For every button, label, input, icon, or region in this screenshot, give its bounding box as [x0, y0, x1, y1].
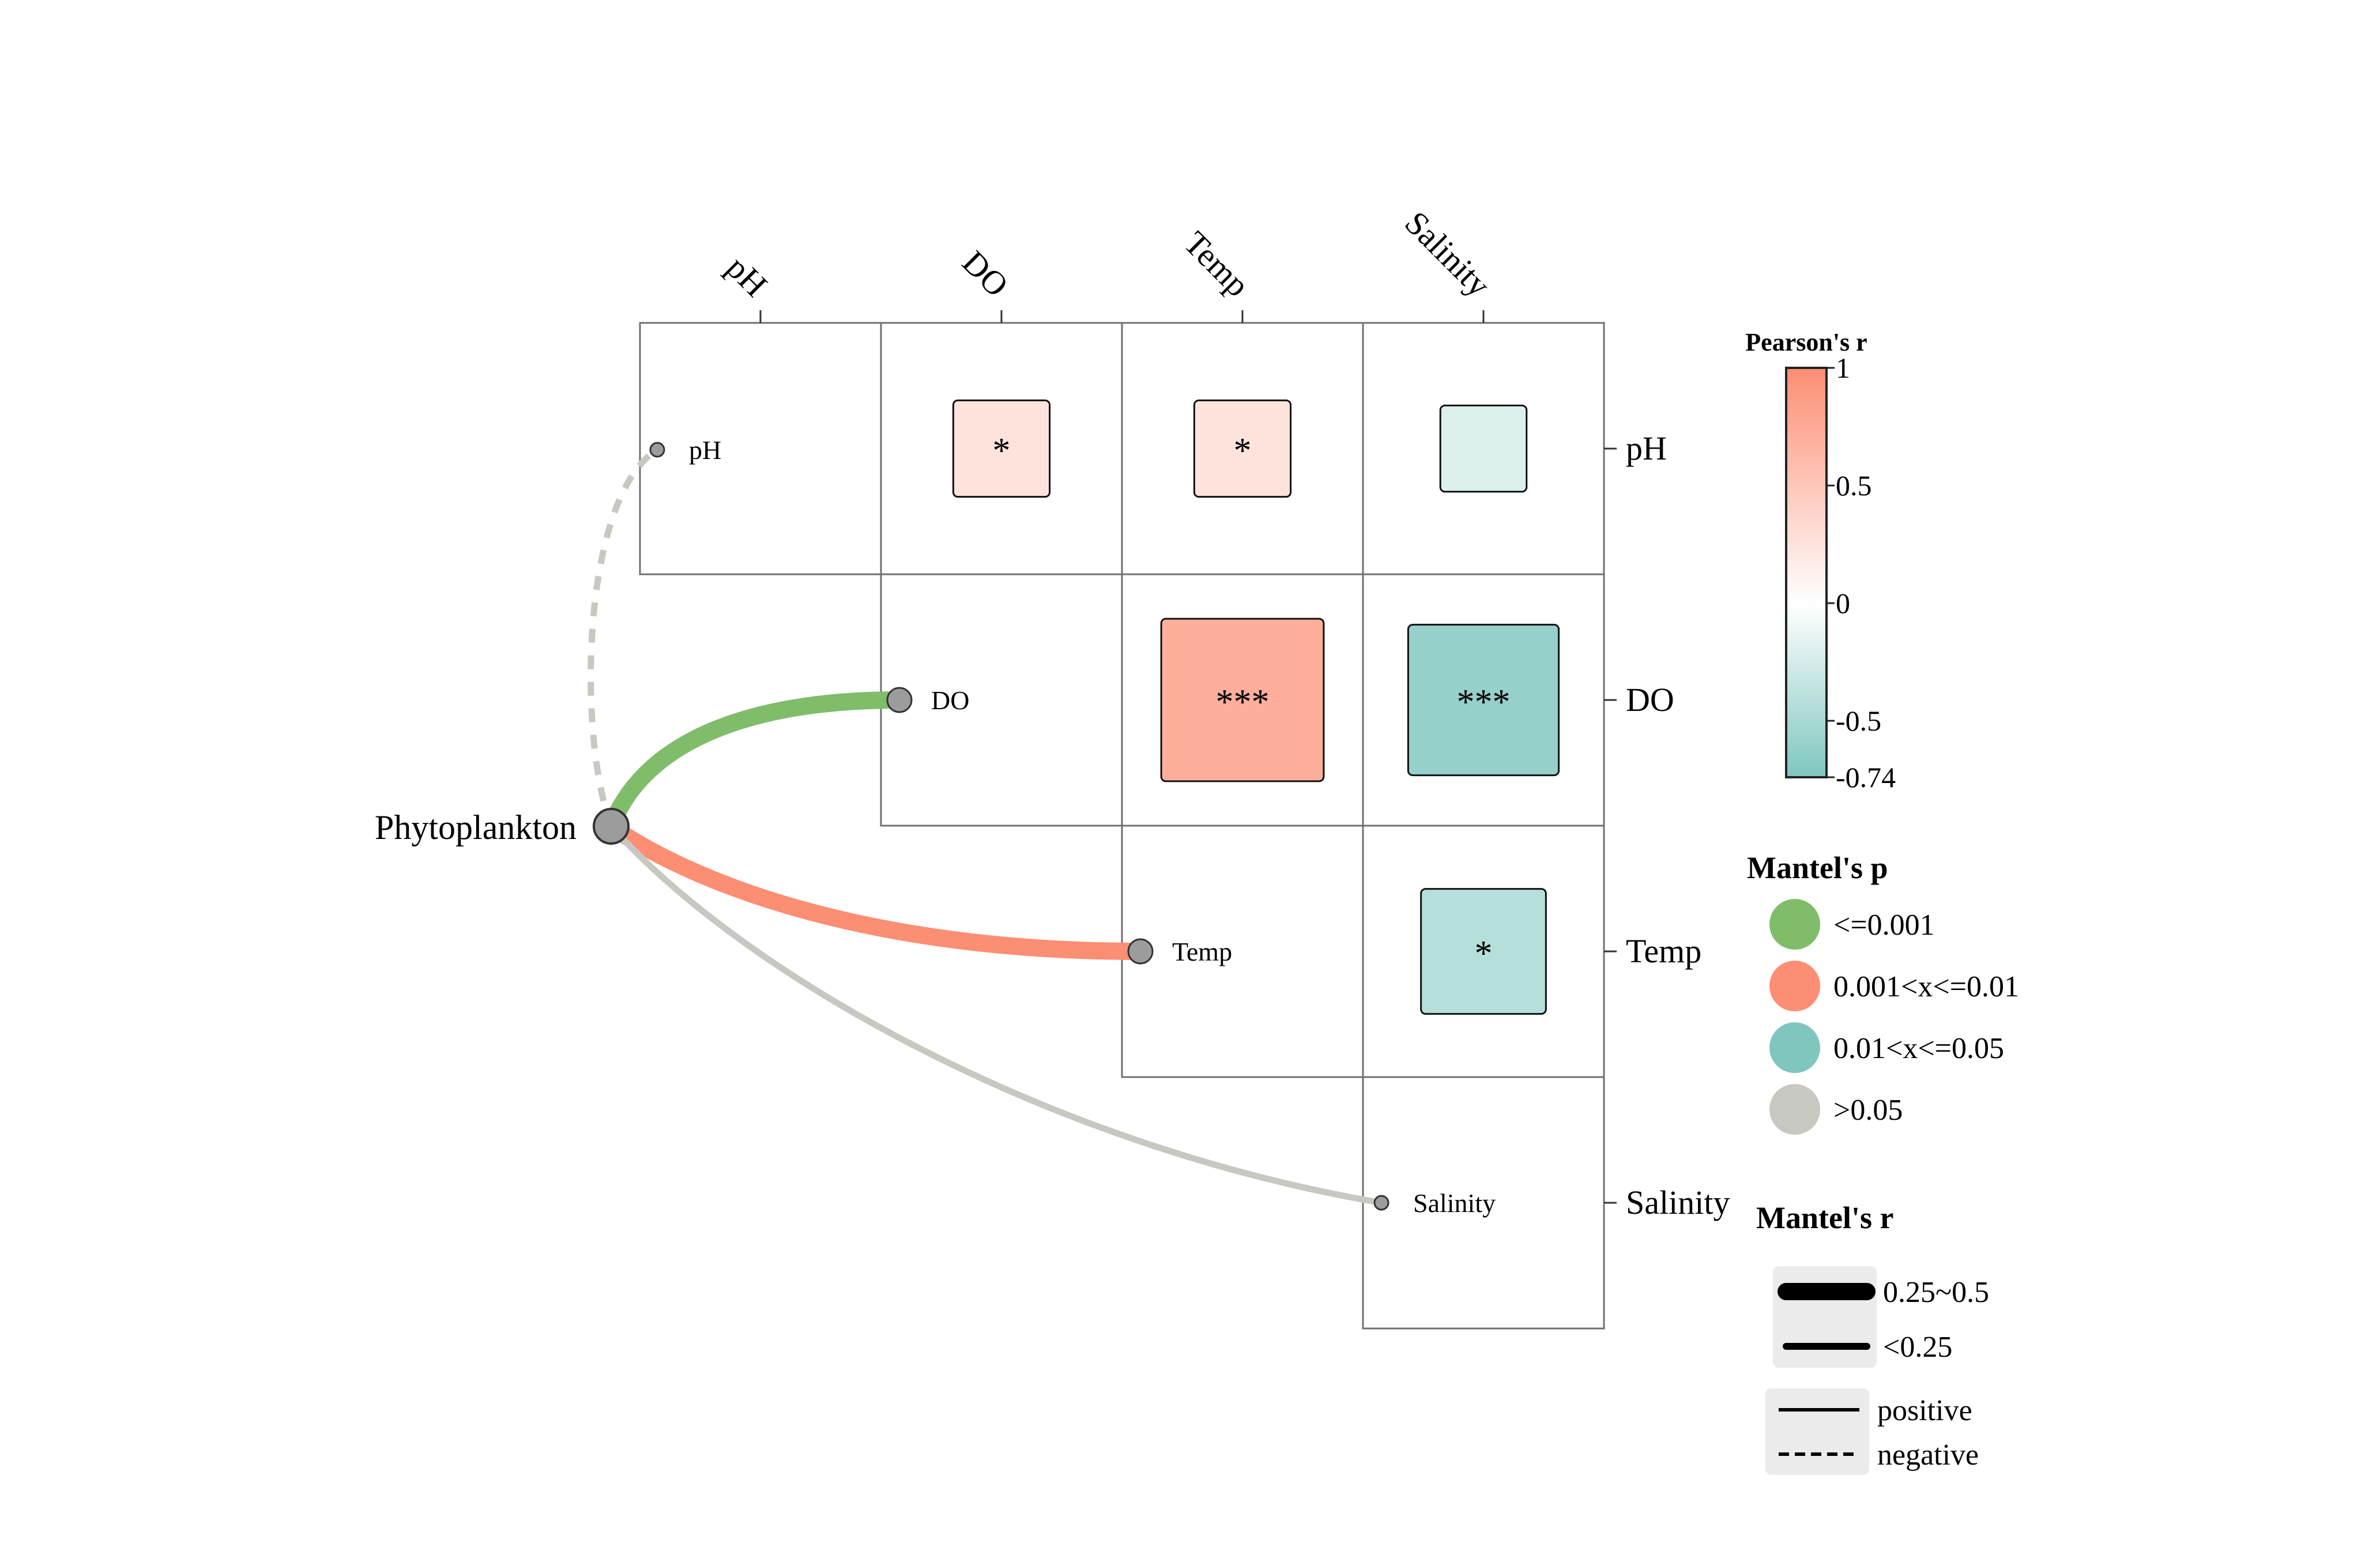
significance-label-ph-do: *: [993, 431, 1011, 471]
significance-label-ph-temp: *: [1234, 431, 1252, 471]
right-axis-label-salinity: Salinity: [1626, 1184, 1730, 1221]
diagonal-label-salinity: Salinity: [1413, 1188, 1496, 1218]
species-node: [593, 808, 630, 845]
mantel-p-key-2: [1769, 1022, 1820, 1073]
env-node-temp: [1127, 938, 1154, 965]
mantel-link-salinity: [608, 823, 1385, 1206]
mantel-p-label-1: 0.001<x<=0.01: [1833, 970, 2019, 1003]
top-axis-label-ph: pH: [720, 249, 775, 304]
colorbar-tick-label-1: 0.5: [1836, 469, 1872, 502]
top-axis-label-do: DO: [955, 243, 1016, 304]
mantel-p-key-3: [1769, 1084, 1820, 1135]
significance-label-do-salinity: ***: [1457, 683, 1511, 722]
diagonal-nodes: pH DO Temp Salinity Phytoplankton: [375, 435, 1496, 1218]
pearson-square-ph-do: [952, 399, 1051, 498]
colorbar-tick-label-0: 1: [1836, 352, 1850, 384]
sign-label-positive: positive: [1877, 1394, 1972, 1427]
pearson-square-temp-salinity: [1420, 888, 1547, 1015]
colorbar-tick-label-3: -0.5: [1836, 705, 1881, 737]
colorbar-title: Pearson's r: [1745, 328, 1867, 356]
right-axis-label-do: DO: [1626, 681, 1674, 718]
mantel-link-do: [602, 691, 908, 835]
right-axis-label-temp: Temp: [1626, 932, 1701, 970]
colorbar: [1785, 367, 1828, 778]
mantel-link-ph: [588, 447, 659, 827]
grid-cell-ph-ph: [639, 322, 882, 575]
diagonal-label-temp: Temp: [1172, 937, 1232, 966]
legends: Pearson's r1 0.5 0 -0.5 -0.74 Mantel's p <=0.0…: [1745, 328, 2019, 1475]
sign-label-negative: negative: [1877, 1439, 1979, 1471]
env-node-ph: [649, 442, 665, 458]
right-axis: pH DO Temp Salinity: [1604, 430, 1730, 1221]
mantel-p-key-1: [1769, 961, 1820, 1011]
pearson-square-do-temp: [1160, 618, 1325, 782]
pearson-square-ph-salinity: [1439, 404, 1528, 493]
mantel-p-key-0: [1769, 899, 1820, 950]
top-axis-label-salinity: Salinity: [1398, 204, 1498, 304]
mantel-r-legend-title: Mantel's r: [1756, 1200, 1893, 1235]
colorbar-tick-label-2: 0: [1836, 587, 1850, 619]
right-axis-label-ph: pH: [1626, 430, 1667, 467]
pearson-square-do-salinity: [1407, 623, 1560, 777]
mantel-links: [588, 447, 1385, 1206]
diagonal-label-do: DO: [931, 686, 969, 715]
env-node-salinity: [1373, 1195, 1389, 1211]
species-label: Phytoplankton: [375, 808, 577, 846]
significance-label-do-temp: ***: [1216, 683, 1270, 722]
grid-cell-temp-temp: [1121, 825, 1364, 1078]
pearson-cells: * **** ****: [952, 399, 1560, 1015]
pearson-square-ph-temp: [1193, 399, 1292, 498]
diagonal-label-ph: pH: [689, 435, 721, 465]
mantel-link-temp: [602, 818, 1149, 960]
mantel-r-label-1: <0.25: [1883, 1331, 1952, 1364]
mantel-p-legend-title: Mantel's p: [1747, 850, 1888, 885]
mantel-r-legend-bg: [1773, 1266, 1877, 1368]
grid-cell-do-do: [880, 573, 1123, 827]
mantel-p-label-2: 0.01<x<=0.05: [1833, 1032, 2004, 1065]
colorbar-tick-label-4: -0.74: [1836, 761, 1896, 793]
mantel-r-label-0: 0.25~0.5: [1883, 1276, 1989, 1309]
significance-label-temp-salinity: *: [1475, 934, 1493, 973]
sign-legend-bg: [1765, 1388, 1869, 1475]
top-axis-label-temp: Temp: [1177, 224, 1257, 304]
top-axis: pH DO Temp Salinity: [720, 204, 1498, 323]
mantel-p-label-3: >0.05: [1833, 1094, 1903, 1127]
mantel-p-label-0: <=0.001: [1833, 909, 1935, 942]
env-node-do: [886, 687, 913, 713]
